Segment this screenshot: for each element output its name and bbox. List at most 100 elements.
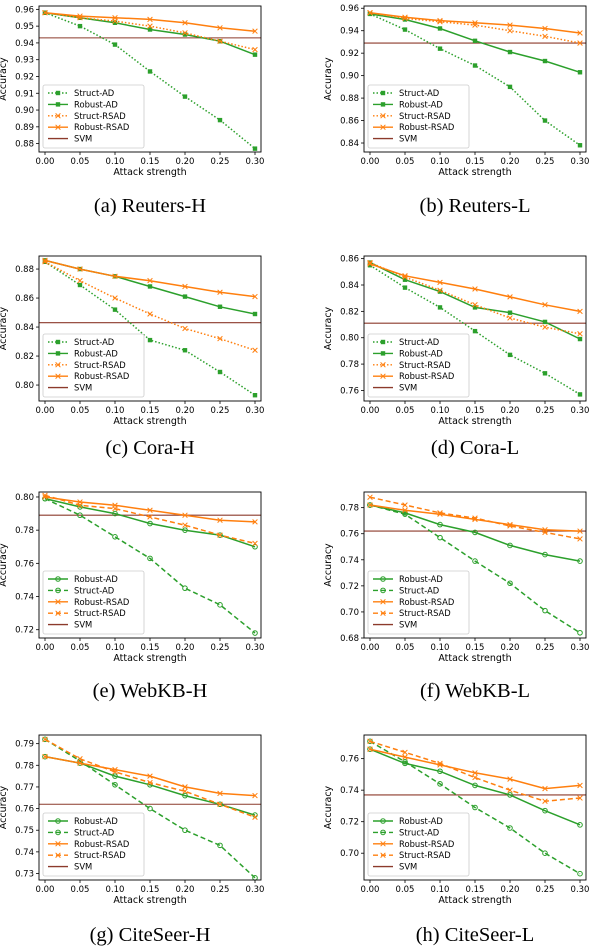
data-point-struct-rsad (402, 502, 408, 508)
legend-entry: Robust-RSAD (399, 839, 454, 849)
data-point-struct-ad (437, 781, 443, 787)
data-point-robust-ad (112, 510, 118, 517)
x-tick-label: 0.25 (211, 157, 230, 167)
data-point-struct-ad (252, 630, 258, 636)
data-point-robust-rsad (147, 507, 153, 514)
y-tick-label: 0.92 (340, 49, 359, 59)
data-point-robust-rsad (507, 776, 513, 782)
data-point-robust-rsad (147, 773, 153, 779)
data-point-struct-rsad (217, 335, 223, 342)
legend-marker (380, 599, 386, 605)
data-point-struct-rsad (217, 801, 223, 808)
data-point-robust-rsad (542, 302, 548, 308)
data-point-robust-rsad (217, 289, 223, 296)
data-point-struct-ad (507, 580, 513, 587)
x-tick-label: 0.25 (536, 643, 555, 653)
x-tick-label: 0.20 (501, 885, 520, 895)
x-tick-label: 0.10 (106, 157, 125, 167)
legend-marker (55, 113, 61, 119)
y-tick-label: 0.84 (340, 281, 359, 291)
data-point-struct-rsad (367, 738, 373, 745)
x-tick-label: 0.15 (141, 157, 160, 167)
data-point-struct-ad (252, 393, 258, 398)
y-tick-label: 0.80 (15, 381, 34, 391)
legend-entry: Struct-AD (399, 827, 439, 837)
y-axis-label: Accuracy (0, 785, 9, 829)
data-point-struct-ad (217, 369, 223, 375)
x-tick-label: 0.20 (501, 406, 520, 416)
legend-entry: Struct-AD (74, 337, 114, 347)
x-tick-label: 0.15 (466, 157, 485, 167)
legend-marker (55, 339, 61, 345)
data-point-struct-ad (472, 558, 478, 564)
data-point-struct-rsad (507, 523, 513, 529)
data-point-struct-ad (367, 263, 373, 268)
legend-marker (380, 339, 386, 345)
data-point-struct-rsad (147, 23, 153, 29)
legend-marker (55, 373, 61, 379)
data-point-struct-rsad (147, 311, 153, 317)
panel-caption: (b) Reuters-L (420, 195, 531, 217)
data-point-robust-rsad (437, 279, 443, 286)
y-tick-label: 0.72 (15, 626, 34, 636)
x-tick-label: 0.10 (431, 406, 450, 416)
legend-entry: Struct-RSAD (399, 111, 451, 121)
data-point-robust-ad (367, 11, 373, 17)
data-point-robust-rsad (472, 286, 478, 292)
y-tick-label: 0.96 (15, 5, 34, 15)
data-point-robust-rsad (507, 22, 513, 28)
legend-box (367, 812, 470, 877)
legend-marker (380, 113, 386, 119)
x-axis-label: Attack strength (113, 895, 186, 906)
legend-box (367, 333, 470, 398)
legend-entry: SVM (399, 862, 417, 872)
x-tick-label: 0.20 (176, 406, 195, 416)
data-point-robust-ad (182, 32, 188, 37)
data-point-struct-ad (542, 118, 548, 123)
data-point-robust-rsad (402, 507, 408, 514)
data-point-robust-rsad (112, 14, 118, 21)
data-point-robust-ad (437, 521, 443, 528)
data-point-struct-rsad (542, 324, 548, 330)
legend-marker (55, 610, 61, 616)
y-tick-label: 0.86 (340, 117, 359, 127)
data-point-robust-ad (472, 782, 478, 789)
legend-entry: Robust-RSAD (399, 122, 454, 132)
legend-entry: SVM (399, 134, 417, 144)
x-tick-label: 0.05 (71, 157, 90, 167)
legend-entry: SVM (74, 134, 92, 144)
legend-marker (380, 124, 386, 130)
y-tick-label: 0.75 (15, 826, 34, 836)
data-point-struct-ad (577, 870, 583, 877)
data-point-struct-rsad (42, 736, 48, 743)
x-tick-label: 0.00 (361, 885, 380, 895)
series-line-struct-rsad (369, 740, 581, 802)
legend-marker (55, 587, 61, 594)
data-point-struct-ad (77, 23, 83, 29)
legend-marker (55, 102, 61, 107)
data-point-struct-rsad (42, 492, 48, 499)
x-tick-label: 0.10 (106, 643, 125, 653)
data-point-struct-rsad (182, 325, 188, 332)
x-tick-label: 0.00 (361, 157, 380, 167)
series-line-robust-ad (369, 504, 581, 562)
data-point-struct-rsad (507, 315, 513, 321)
data-point-struct-ad (182, 348, 188, 353)
panel-caption: (g) CiteSeer-H (90, 924, 211, 946)
legend-marker (380, 587, 386, 594)
x-tick-label: 0.10 (431, 643, 450, 653)
data-point-robust-ad (577, 70, 583, 75)
data-point-robust-ad (472, 529, 478, 536)
x-tick-label: 0.15 (466, 643, 485, 653)
data-point-struct-rsad (182, 522, 188, 528)
data-point-robust-rsad (542, 785, 548, 792)
x-tick-label: 0.05 (396, 406, 415, 416)
data-point-struct-ad (472, 804, 478, 811)
series-line-robust-ad (369, 748, 581, 826)
data-point-struct-rsad (147, 514, 153, 520)
y-tick-label: 0.78 (15, 526, 34, 536)
